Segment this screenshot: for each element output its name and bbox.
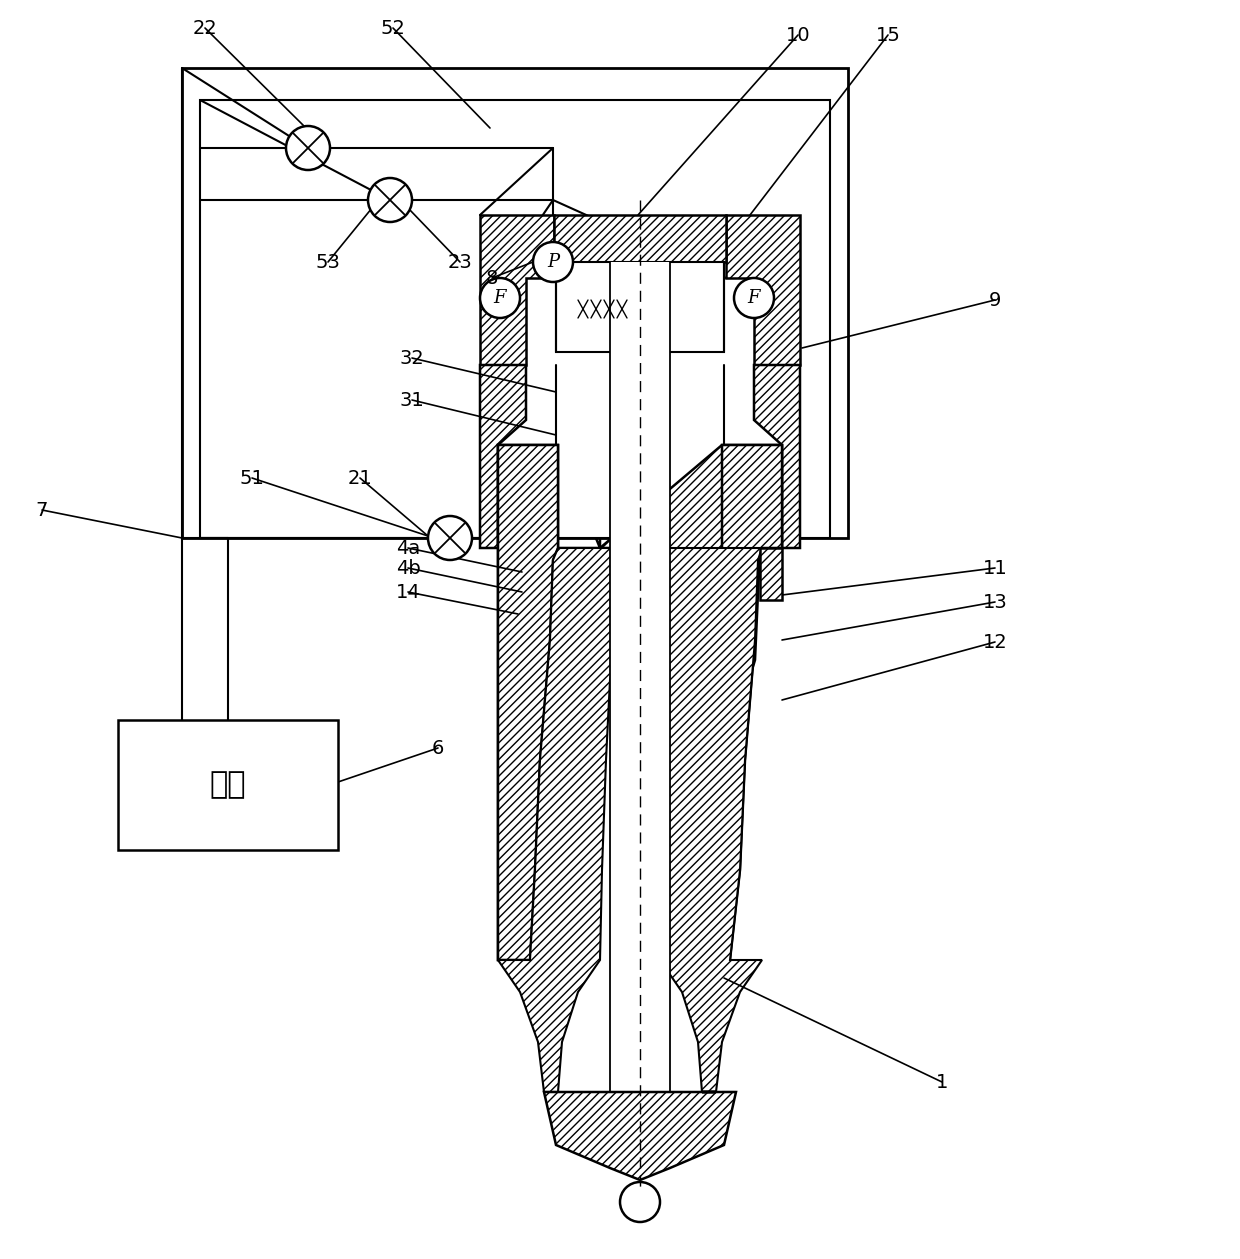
Text: 21: 21 <box>347 468 372 487</box>
Text: 10: 10 <box>786 25 810 44</box>
Bar <box>200 99 830 538</box>
Polygon shape <box>480 215 554 365</box>
Circle shape <box>368 178 412 222</box>
Polygon shape <box>722 444 782 961</box>
Text: 11: 11 <box>982 559 1007 578</box>
Polygon shape <box>498 548 618 1092</box>
Text: 14: 14 <box>396 583 420 602</box>
Polygon shape <box>760 548 782 601</box>
Text: 52: 52 <box>381 19 405 38</box>
Text: 7: 7 <box>36 501 48 520</box>
Circle shape <box>533 242 573 282</box>
Polygon shape <box>544 1092 737 1180</box>
Bar <box>182 68 848 538</box>
Polygon shape <box>642 548 763 1092</box>
Text: 53: 53 <box>315 253 341 272</box>
Circle shape <box>734 278 774 319</box>
Text: 22: 22 <box>192 19 217 38</box>
Text: 油箘: 油箘 <box>210 771 247 799</box>
Text: 15: 15 <box>875 25 900 44</box>
Text: 23: 23 <box>448 253 472 272</box>
Text: 32: 32 <box>399 349 424 368</box>
Polygon shape <box>498 444 558 961</box>
Circle shape <box>428 516 472 560</box>
Text: 6: 6 <box>432 739 444 758</box>
Polygon shape <box>554 215 725 262</box>
Circle shape <box>620 1182 660 1222</box>
Bar <box>556 262 724 353</box>
Text: 9: 9 <box>988 291 1001 310</box>
Circle shape <box>480 278 520 319</box>
Circle shape <box>286 126 330 170</box>
Bar <box>610 262 670 1102</box>
Text: 8: 8 <box>486 268 498 287</box>
Polygon shape <box>725 215 800 365</box>
Polygon shape <box>498 444 600 961</box>
Text: F: F <box>748 290 760 307</box>
Text: 1: 1 <box>936 1073 949 1092</box>
Text: 51: 51 <box>239 468 264 487</box>
Polygon shape <box>754 365 800 548</box>
Text: P: P <box>547 253 559 271</box>
Text: 4a: 4a <box>396 539 420 558</box>
Polygon shape <box>498 444 605 1092</box>
Text: 13: 13 <box>982 593 1007 612</box>
Text: 4b: 4b <box>396 559 420 578</box>
Bar <box>118 720 339 850</box>
Text: F: F <box>494 290 506 307</box>
Text: 31: 31 <box>399 390 424 409</box>
Text: 12: 12 <box>982 632 1007 651</box>
Polygon shape <box>600 444 782 961</box>
Polygon shape <box>480 365 526 548</box>
